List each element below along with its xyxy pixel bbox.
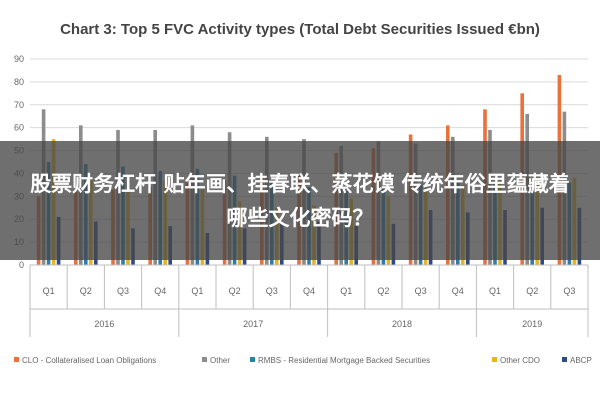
x-tick-label: Q3	[415, 286, 427, 296]
x-tick-label: Q4	[303, 286, 315, 296]
y-tick-label: 60	[14, 123, 24, 133]
legend-label: CLO - Collateralised Loan Obligations	[22, 356, 156, 365]
x-tick-label: Q2	[526, 286, 538, 296]
legend-swatch	[14, 357, 19, 362]
x-tick-label: Q4	[154, 286, 166, 296]
year-label: 2018	[392, 319, 412, 329]
headline-overlay[interactable]: 股票财务杠杆 贴年画、挂春联、蒸花馍 传统年俗里蕴藏着哪些文化密码？	[0, 141, 600, 260]
x-tick-label: Q3	[117, 286, 129, 296]
legend-swatch	[250, 357, 255, 362]
legend-swatch	[492, 357, 497, 362]
y-tick-label: 0	[19, 260, 24, 270]
legend-label: Other CDO	[500, 356, 540, 365]
legend-swatch	[562, 357, 567, 362]
y-tick-label: 90	[14, 54, 24, 64]
x-tick-label: Q1	[340, 286, 352, 296]
x-tick-label: Q1	[191, 286, 203, 296]
x-tick-label: Q2	[80, 286, 92, 296]
x-tick-label: Q2	[377, 286, 389, 296]
legend-label: RMBS - Residential Mortgage Backed Secur…	[258, 356, 430, 365]
y-tick-label: 80	[14, 77, 24, 87]
year-label: 2016	[94, 319, 114, 329]
x-axis: Q1 Q2 Q3 Q4 Q1 Q2 Q3 Q4 Q1 Q2 Q3 Q4 Q1 Q2 Q3 2016 2017 20…	[29, 264, 589, 337]
headline-text[interactable]: 股票财务杠杆 贴年画、挂春联、蒸花馍 传统年俗里蕴藏着哪些文化密码？	[30, 171, 570, 230]
x-tick-label: Q1	[489, 286, 501, 296]
x-tick-label: Q4	[452, 286, 464, 296]
legend-swatch	[202, 357, 207, 362]
x-tick-label: Q3	[563, 286, 575, 296]
y-tick-label: 70	[14, 100, 24, 110]
legend-label: ABCP	[570, 356, 592, 365]
x-tick-label: Q2	[229, 286, 241, 296]
year-label: 2017	[243, 319, 263, 329]
x-tick-label: Q1	[43, 286, 55, 296]
legend-label: Other	[210, 356, 230, 365]
x-tick-label: Q3	[266, 286, 278, 296]
year-label: 2019	[522, 319, 542, 329]
legend: CLO - Collateralised Loan Obligations Oth…	[14, 356, 592, 365]
chart-title: Chart 3: Top 5 FVC Activity types (Total…	[60, 21, 540, 38]
